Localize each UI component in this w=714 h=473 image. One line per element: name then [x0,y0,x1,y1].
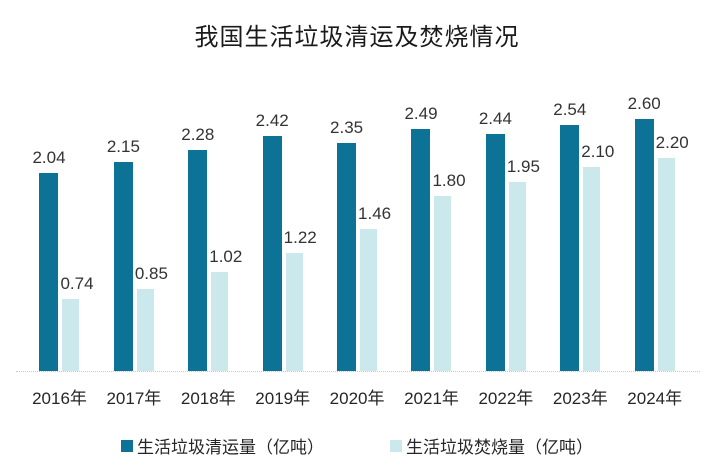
bar-group-2020年: 2.35 1.46 [320,118,394,371]
x-axis-label-2023年: 2023年 [552,389,608,408]
bar-series0-2020年: 2.35 [330,118,363,371]
legend-label-series0: 生活垃圾清运量（亿吨） [137,438,324,457]
bar-series1-2017年: 0.85 [135,264,168,371]
bar-series1-2020年: 1.46 [358,204,391,371]
x-axis-label-2017年: 2017年 [106,389,162,408]
bar-group-2023年: 2.54 2.10 [543,100,617,371]
bar-series0-2017年: 2.15 [107,137,140,371]
value-label-series0-2017年: 2.15 [106,137,140,156]
x-axis-label-2022年: 2022年 [478,389,534,408]
bar-series1-2022年: 1.95 [507,157,540,371]
value-label-series1-2024年: 2.20 [655,133,689,152]
value-label-series1-2023年: 2.10 [581,142,615,161]
bar-group-2021年: 2.49 1.80 [394,104,468,371]
x-axis-label-2016年: 2016年 [32,389,87,408]
value-label-series0-2018年: 2.28 [181,125,215,144]
legend-swatch-series1 [390,439,402,452]
chart-title: 我国生活垃圾清运及焚烧情况 [194,24,520,51]
value-label-series1-2019年: 1.22 [283,228,317,247]
legend: 生活垃圾清运量（亿吨） 生活垃圾焚烧量（亿吨） [0,433,714,458]
bar-series0-2021年: 2.49 [404,104,438,371]
legend-item-series1: 生活垃圾焚烧量（亿吨） [390,433,593,458]
bar-group-2024年: 2.60 2.20 [618,94,692,371]
value-label-series0-2024年: 2.60 [627,94,661,113]
value-label-series1-2017年: 0.85 [134,264,168,283]
value-label-series1-2018年: 1.02 [209,247,243,266]
x-axis-label-2021年: 2021年 [404,389,459,408]
x-axis-label-2018年: 2018年 [180,389,236,408]
x-axis-label-2024年: 2024年 [627,389,683,408]
bar-group-2016年: 2.04 0.74 [22,148,96,371]
legend-label-series1: 生活垃圾焚烧量（亿吨） [406,438,593,457]
bar-group-2017年: 2.15 0.85 [97,137,171,371]
bar-series0-2022年: 2.44 [479,109,512,371]
bar-series1-2018年: 1.02 [209,247,242,371]
value-label-series0-2023年: 2.54 [553,100,587,119]
bar-group-2019年: 2.42 1.22 [246,111,320,371]
bar-series1-2016年: 0.74 [60,274,94,371]
bar-series0-2024年: 2.60 [628,94,661,371]
value-label-series1-2016年: 0.74 [60,274,94,293]
legend-swatch-series0 [121,439,133,452]
bar-series1-2021年: 1.80 [432,171,466,371]
x-axis-label-2020年: 2020年 [329,389,385,408]
value-label-series0-2016年: 2.04 [32,148,66,167]
value-label-series0-2022年: 2.44 [478,109,512,128]
bar-series1-2019年: 1.22 [284,228,317,371]
bar-series0-2018年: 2.28 [181,125,214,371]
x-axis-label-2019年: 2019年 [255,389,311,408]
value-label-series1-2021年: 1.80 [432,171,466,190]
bar-series0-2019年: 2.42 [256,111,289,371]
legend-item-series0: 生活垃圾清运量（亿吨） [121,433,324,458]
x-axis-line [16,371,700,372]
bar-series1-2023年: 2.10 [581,142,614,371]
value-label-series0-2020年: 2.35 [330,118,364,137]
value-label-series1-2022年: 1.95 [506,157,540,176]
value-label-series0-2019年: 2.42 [255,111,289,130]
value-label-series0-2021年: 2.49 [404,104,438,123]
bar-series0-2016年: 2.04 [32,148,66,371]
bar-series0-2023年: 2.54 [553,100,586,371]
bar-group-2018年: 2.28 1.02 [171,125,245,371]
bar-series1-2024年: 2.20 [656,133,689,371]
bar-group-2022年: 2.44 1.95 [469,109,543,371]
value-label-series1-2020年: 1.46 [358,204,392,223]
